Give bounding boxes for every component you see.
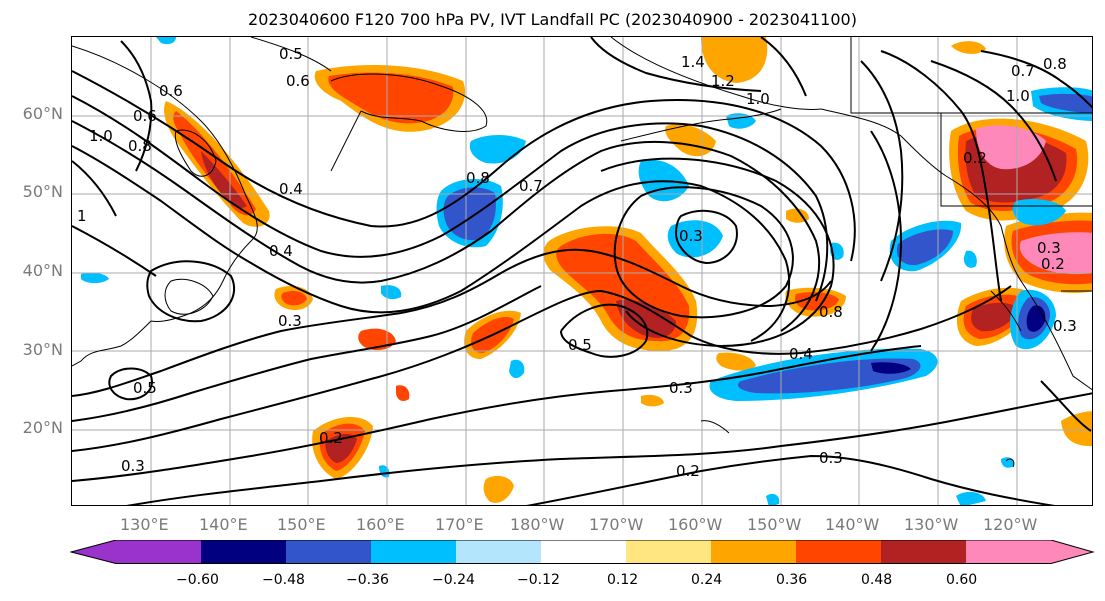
colorbar-tick-label: 0.48 <box>861 572 893 588</box>
contour-label: 0.3 <box>121 457 145 475</box>
colorbar-segment <box>1051 540 1093 564</box>
colorbar-tick-label: −0.36 <box>346 572 389 588</box>
graticule <box>72 37 1092 505</box>
lon-label-170w: 170°W <box>589 515 644 534</box>
lon-label-150w: 150°W <box>747 515 802 534</box>
colorbar-segment <box>711 540 796 564</box>
contour-label: 0.3 <box>1037 239 1061 257</box>
colorbar-segment <box>201 540 286 564</box>
lat-label-40n: 40°N <box>22 261 63 280</box>
contour-label: 0.7 <box>519 177 543 195</box>
contour-label: 0.7 <box>1011 62 1035 80</box>
map-title: 2023040600 F120 700 hPa PV, IVT Landfall… <box>248 10 857 29</box>
contour-label: 0.2 <box>1041 255 1065 273</box>
coastlines <box>72 37 1092 468</box>
lon-label-160e: 160°E <box>356 515 405 534</box>
colorbar-segment <box>881 540 966 564</box>
contour-label: 0.3 <box>819 449 843 467</box>
contour-label: 0.5 <box>133 379 157 397</box>
contour-label: 0.6 <box>159 82 183 100</box>
contour-label: 0.3 <box>679 227 703 245</box>
colorbar-tick-label: −0.60 <box>176 572 219 588</box>
pv-contours <box>72 37 1092 505</box>
contour-label: 0.4 <box>279 180 303 198</box>
contour-label: 0.4 <box>789 345 813 363</box>
contour-label: 0.8 <box>819 303 843 321</box>
colorbar-segment <box>116 540 209 564</box>
contour-label: 0.4 <box>269 242 293 260</box>
contour-label: 0.8 <box>128 137 152 155</box>
colorbar-tick-label: −0.48 <box>262 572 305 588</box>
lat-label-20n: 20°N <box>22 418 63 437</box>
colorbar-segment <box>541 540 626 564</box>
contour-label: 1.2 <box>711 72 735 90</box>
colorbar-tick-label: −0.24 <box>432 572 475 588</box>
contour-label: 0.3 <box>278 312 302 330</box>
colorbar-segment <box>966 540 1051 564</box>
contour-label: 1.0 <box>746 90 770 108</box>
contour-label: 0.3 <box>1053 317 1077 335</box>
positive-shading <box>164 37 1092 503</box>
contour-label: 1.0 <box>89 127 113 145</box>
lon-label-130e: 130°E <box>120 515 169 534</box>
colorbar <box>70 540 1095 564</box>
lon-label-140e: 140°E <box>199 515 248 534</box>
colorbar-tick-label: 0.12 <box>607 572 639 588</box>
contour-label: 0.8 <box>1043 55 1067 73</box>
contour-label: 0.5 <box>279 45 303 63</box>
contour-label: 0.2 <box>963 149 987 167</box>
contour-label: 0.5 <box>568 336 592 354</box>
lon-label-160w: 160°W <box>668 515 723 534</box>
colorbar-segment <box>456 540 541 564</box>
map-canvas: 0.5 0.6 0.6 0.6 0.8 1.0 1.4 1.2 1.0 0.4 … <box>72 37 1092 505</box>
colorbar-segment <box>70 540 116 564</box>
contour-label: 1.4 <box>681 53 705 71</box>
contour-label: 0.6 <box>286 72 310 90</box>
contour-label: 0.2 <box>319 429 343 447</box>
contour-label: 1 <box>77 207 87 225</box>
colorbar-tick-label: 0.24 <box>691 572 723 588</box>
lat-label-60n: 60°N <box>22 104 63 123</box>
contour-label: 0.3 <box>669 379 693 397</box>
colorbar-tick-label: −0.12 <box>517 572 560 588</box>
contour-label: 0.8 <box>466 169 490 187</box>
lat-label-50n: 50°N <box>22 182 63 201</box>
colorbar-segment <box>371 540 456 564</box>
contour-label: 0.6 <box>133 107 157 125</box>
colorbar-tick-label: 0.60 <box>946 572 978 588</box>
colorbar-segment <box>286 540 371 564</box>
lon-label-130w: 130°W <box>904 515 959 534</box>
lon-label-170e: 170°E <box>435 515 484 534</box>
colorbar-tick-label: 0.36 <box>776 572 808 588</box>
lon-label-120w: 120°W <box>983 515 1038 534</box>
colorbar-segment <box>626 540 711 564</box>
contour-label: 1.0 <box>1006 87 1030 105</box>
colorbar-segment <box>796 540 881 564</box>
lon-label-140w: 140°W <box>825 515 880 534</box>
lat-label-30n: 30°N <box>22 340 63 359</box>
contour-label: 0.2 <box>676 462 700 480</box>
map-panel: 0.5 0.6 0.6 0.6 0.8 1.0 1.4 1.2 1.0 0.4 … <box>71 36 1093 506</box>
lon-label-150e: 150°E <box>277 515 326 534</box>
lon-label-180w: 180°W <box>510 515 565 534</box>
contour-labels: 0.5 0.6 0.6 0.6 0.8 1.0 1.4 1.2 1.0 0.4 … <box>77 45 1077 480</box>
